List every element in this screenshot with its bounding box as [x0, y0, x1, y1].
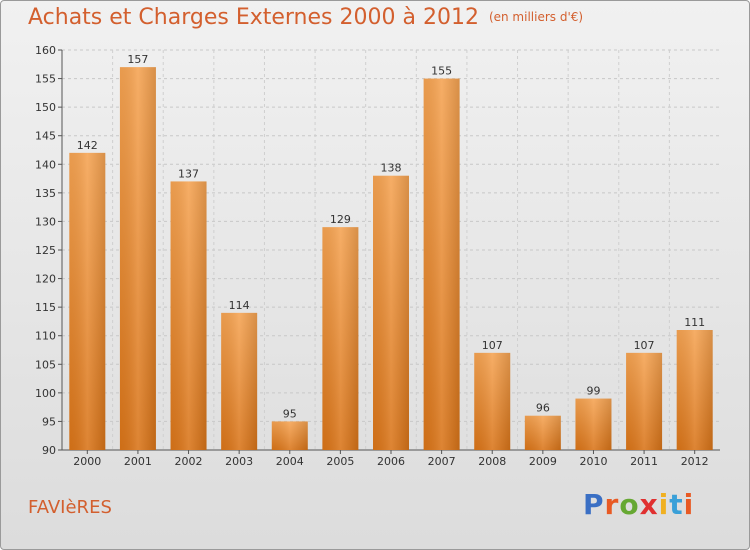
y-tick-label: 130	[35, 215, 56, 228]
logo-letter: P	[583, 488, 605, 521]
bar-shade	[170, 181, 207, 450]
y-tick-label: 150	[35, 101, 56, 114]
y-tick-label: 105	[35, 358, 56, 371]
y-tick-label: 125	[35, 244, 56, 257]
x-tick-label: 2002	[175, 455, 203, 468]
chart-title: Achats et Charges Externes 2000 à 2012 (e…	[28, 5, 583, 30]
bar-shade	[575, 398, 612, 450]
data-label: 111	[684, 316, 705, 329]
bar-shade	[373, 175, 409, 450]
data-label: 107	[482, 339, 503, 352]
title-text: Achats et Charges Externes 2000 à 2012	[28, 5, 479, 30]
bar-shade	[221, 312, 258, 450]
x-tick-label: 2000	[73, 455, 101, 468]
bar-shade	[474, 352, 511, 450]
commune-name: FAVIèRES	[28, 497, 112, 518]
data-label: 129	[330, 213, 351, 226]
bar-shade	[676, 330, 713, 450]
x-tick-label: 2001	[124, 455, 152, 468]
x-tick-label: 2004	[276, 455, 304, 468]
bar-shade	[626, 352, 663, 450]
x-tick-label: 2011	[630, 455, 658, 468]
bar-shade	[322, 227, 359, 450]
logo-letter: x	[639, 488, 659, 521]
y-tick-label: 160	[35, 44, 56, 57]
data-label: 107	[634, 339, 655, 352]
data-label: 138	[381, 162, 402, 175]
logo-letter: o	[619, 488, 640, 521]
y-tick-label: 120	[35, 273, 56, 286]
x-tick-label: 2009	[529, 455, 557, 468]
data-label: 142	[77, 139, 98, 152]
bar-shade	[271, 421, 308, 450]
bar-shade	[69, 152, 106, 450]
proxiti-logo: Proxiti	[583, 488, 694, 521]
y-tick-label: 145	[35, 130, 56, 143]
x-tick-label: 2010	[579, 455, 607, 468]
y-tick-label: 135	[35, 187, 56, 200]
bar-shade	[524, 415, 561, 450]
y-tick-label: 90	[42, 444, 56, 457]
unit-label: (en milliers d'€)	[488, 10, 584, 24]
bar-shade	[423, 78, 460, 451]
bars	[69, 67, 713, 451]
logo-letter: r	[604, 488, 620, 521]
data-label: 96	[536, 402, 550, 415]
x-tick-label: 2006	[377, 455, 405, 468]
y-tick-label: 140	[35, 158, 56, 171]
logo-letter: i	[683, 488, 695, 521]
x-tick-label: 2012	[681, 455, 709, 468]
y-tick-label: 115	[35, 301, 56, 314]
x-tick-label: 2003	[225, 455, 253, 468]
bar-shade	[119, 67, 156, 451]
y-tick-label: 100	[35, 387, 56, 400]
logo-letter: t	[669, 488, 684, 521]
x-tick-label: 2005	[326, 455, 354, 468]
data-label: 137	[178, 167, 199, 180]
data-label: 95	[283, 407, 297, 420]
data-label: 157	[127, 53, 148, 66]
data-label: 99	[586, 385, 600, 398]
data-label: 114	[229, 299, 250, 312]
y-tick-label: 155	[35, 73, 56, 86]
x-tick-label: 2008	[478, 455, 506, 468]
logo-letter: i	[658, 488, 670, 521]
labels: 90 95 100 105 110 115 120 125 130 135 140 145 150 155…	[35, 44, 709, 468]
y-tick-label: 95	[42, 415, 56, 428]
y-tick-label: 110	[35, 330, 56, 343]
x-tick-label: 2007	[428, 455, 456, 468]
data-label: 155	[431, 65, 452, 78]
